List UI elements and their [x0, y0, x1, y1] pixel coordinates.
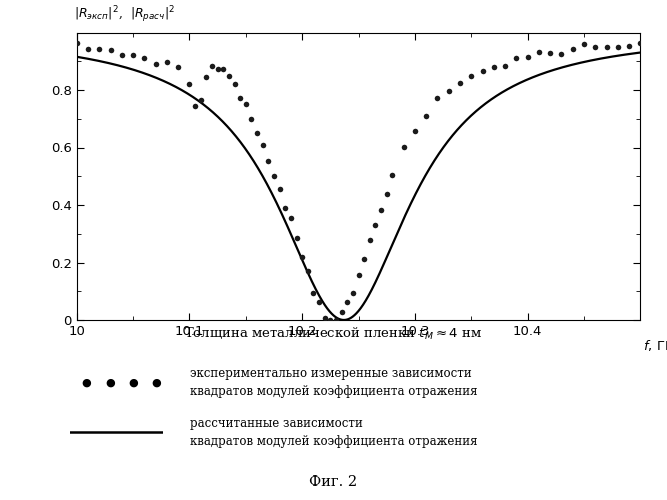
- Text: $f$, ГГц: $f$, ГГц: [643, 338, 667, 354]
- Point: [105, 46, 116, 54]
- Point: [308, 288, 319, 296]
- Point: [117, 50, 127, 58]
- Point: [534, 48, 544, 56]
- Point: [364, 236, 375, 244]
- Point: [212, 65, 223, 73]
- Point: [218, 64, 229, 72]
- Point: [635, 39, 646, 47]
- Point: [466, 72, 476, 80]
- Point: [274, 184, 285, 192]
- Point: [601, 43, 612, 51]
- Point: [127, 51, 138, 59]
- Point: [370, 221, 381, 229]
- Point: [500, 62, 510, 70]
- Point: [590, 43, 600, 51]
- Point: [387, 172, 398, 179]
- Point: [556, 50, 567, 58]
- Text: ●: ●: [152, 378, 161, 388]
- Point: [246, 115, 257, 123]
- Text: Фиг. 2: Фиг. 2: [309, 475, 358, 489]
- Point: [263, 156, 273, 164]
- Point: [184, 80, 195, 88]
- Text: $|R_{эксп}|^2$,  $|R_{расч}|^2$: $|R_{эксп}|^2$, $|R_{расч}|^2$: [74, 4, 175, 25]
- Text: рассчитанные зависимости
квадратов модулей коэффициента отражения: рассчитанные зависимости квадратов модул…: [190, 418, 478, 448]
- Point: [251, 129, 262, 137]
- Point: [325, 316, 336, 324]
- Point: [336, 308, 347, 316]
- Point: [382, 190, 392, 198]
- Point: [511, 54, 522, 62]
- Point: [269, 172, 279, 180]
- Text: ●: ●: [82, 378, 91, 388]
- Point: [477, 68, 488, 76]
- Text: ●: ●: [105, 378, 115, 388]
- Point: [578, 40, 589, 48]
- Point: [359, 256, 370, 264]
- Point: [432, 94, 443, 102]
- Text: ●: ●: [129, 378, 138, 388]
- Point: [150, 60, 161, 68]
- Point: [285, 214, 296, 222]
- Point: [342, 298, 353, 306]
- Point: [257, 141, 268, 149]
- Point: [201, 73, 211, 81]
- Point: [173, 63, 183, 71]
- Point: [398, 142, 409, 150]
- Point: [410, 126, 420, 134]
- Point: [331, 316, 342, 324]
- Point: [624, 42, 634, 50]
- Point: [235, 94, 245, 102]
- Point: [488, 63, 499, 71]
- Point: [319, 314, 330, 322]
- Point: [313, 298, 324, 306]
- Point: [302, 267, 313, 275]
- Point: [161, 58, 172, 66]
- Point: [195, 96, 206, 104]
- Point: [280, 204, 291, 212]
- Point: [83, 45, 93, 53]
- Text: экспериментально измеренные зависимости
квадратов модулей коэффициента отражения: экспериментально измеренные зависимости …: [190, 368, 478, 398]
- Point: [297, 253, 307, 261]
- Text: Толщина металлической пленки $t_{М}\approx4$ нм: Толщина металлической пленки $t_{М}\appr…: [185, 326, 482, 342]
- Point: [348, 289, 358, 297]
- Point: [223, 72, 234, 80]
- Point: [376, 206, 386, 214]
- Point: [139, 54, 149, 62]
- Point: [94, 46, 105, 54]
- Point: [545, 49, 556, 57]
- Point: [189, 102, 200, 110]
- Point: [207, 62, 217, 70]
- Point: [229, 80, 240, 88]
- Point: [421, 112, 432, 120]
- Point: [455, 80, 466, 88]
- Point: [354, 270, 364, 278]
- Point: [291, 234, 302, 242]
- Point: [522, 53, 533, 61]
- Point: [444, 88, 454, 96]
- Point: [71, 40, 82, 48]
- Point: [568, 45, 578, 53]
- Point: [612, 42, 623, 50]
- Point: [241, 100, 251, 108]
